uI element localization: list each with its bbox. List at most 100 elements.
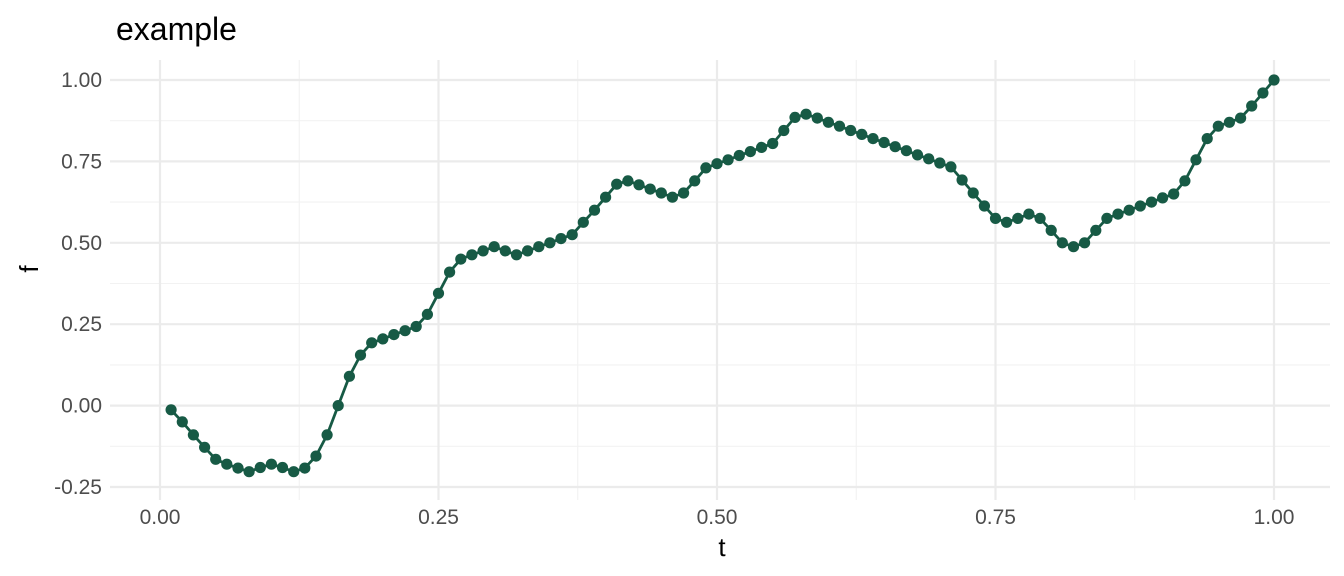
y-tick-label: 0.75 (61, 150, 102, 173)
data-point (911, 149, 924, 161)
x-axis-ticks: 0.00 0.25 0.50 0.75 1.00 (140, 506, 1295, 529)
data-point (633, 179, 645, 191)
data-point (499, 245, 511, 257)
data-point (288, 466, 300, 478)
data-point (689, 175, 701, 187)
data-point (1134, 200, 1146, 212)
data-point (577, 216, 589, 228)
data-point (1257, 87, 1269, 99)
data-point (800, 108, 812, 120)
x-tick-label: 0.75 (975, 506, 1016, 529)
y-tick-label: 1.00 (61, 69, 102, 92)
data-point (165, 404, 177, 416)
data-point (488, 241, 500, 253)
x-axis-title: t (718, 532, 726, 562)
data-point (889, 141, 901, 153)
data-point (533, 241, 545, 253)
data-point (811, 112, 823, 124)
data-point (644, 183, 656, 195)
data-point (566, 229, 578, 241)
data-point (789, 111, 801, 123)
data-point (722, 154, 734, 166)
data-point (555, 233, 567, 245)
data-point (1168, 188, 1180, 200)
data-point (276, 461, 289, 474)
data-point (956, 174, 968, 186)
minor-gridlines (110, 60, 1330, 500)
data-point (1212, 120, 1224, 132)
data-point (767, 137, 779, 150)
data-point (254, 461, 266, 474)
data-point (377, 333, 389, 345)
data-point (210, 453, 222, 465)
data-point (822, 116, 835, 128)
data-point (989, 212, 1002, 224)
data-point (544, 237, 556, 249)
y-tick-label: 0.50 (61, 232, 102, 255)
data-point (232, 462, 244, 474)
data-point (588, 204, 601, 216)
data-point (845, 124, 857, 137)
data-points (165, 74, 1280, 478)
data-point (176, 416, 188, 428)
data-point (967, 187, 979, 199)
data-point (945, 161, 957, 173)
data-point (756, 141, 768, 153)
data-point (1223, 116, 1235, 128)
series-line (170, 79, 1276, 474)
y-tick-label: -0.25 (54, 476, 102, 499)
x-tick-label: 1.00 (1254, 506, 1295, 529)
data-point (321, 429, 333, 441)
data-point (388, 329, 400, 341)
data-point (455, 253, 467, 265)
data-point (477, 245, 489, 257)
data-point (432, 287, 445, 299)
data-point (221, 458, 233, 470)
data-point (444, 266, 456, 278)
data-point (1023, 208, 1035, 220)
y-tick-label: 0.25 (61, 313, 102, 336)
data-point (243, 466, 255, 478)
data-point (1157, 192, 1169, 204)
data-point (522, 245, 534, 257)
data-point (1034, 212, 1046, 224)
data-point (1045, 224, 1057, 236)
data-point (678, 187, 690, 199)
data-point (187, 429, 199, 441)
data-point (700, 162, 712, 174)
data-point (265, 458, 277, 470)
data-point (410, 320, 422, 333)
data-point (1179, 175, 1191, 187)
data-point (856, 128, 868, 140)
x-tick-label: 0.25 (418, 506, 459, 529)
y-axis-title: f (14, 265, 44, 273)
chart-title: example (116, 11, 237, 47)
data-point (1123, 204, 1135, 216)
x-tick-label: 0.00 (140, 506, 181, 529)
data-point (1079, 237, 1091, 249)
data-point (733, 149, 745, 162)
y-axis-ticks: -0.25 0.00 0.25 0.50 0.75 1.00 (54, 69, 102, 499)
data-point (332, 400, 344, 412)
data-point (622, 175, 634, 187)
data-point (1012, 212, 1024, 224)
y-tick-label: 0.00 (61, 395, 102, 418)
data-point (1246, 100, 1258, 112)
data-point (600, 191, 612, 203)
data-point (1067, 241, 1080, 253)
data-point (900, 145, 913, 157)
data-point (744, 146, 757, 158)
data-point (510, 249, 523, 261)
data-point (1001, 216, 1013, 228)
data-point (1268, 74, 1280, 86)
data-point (1090, 224, 1102, 236)
data-point (867, 133, 879, 145)
data-point (1235, 112, 1247, 124)
data-point (299, 462, 311, 474)
data-point (199, 441, 211, 453)
data-point (778, 124, 790, 137)
data-point (466, 249, 478, 261)
data-point (366, 337, 378, 349)
x-tick-label: 0.50 (697, 506, 738, 529)
